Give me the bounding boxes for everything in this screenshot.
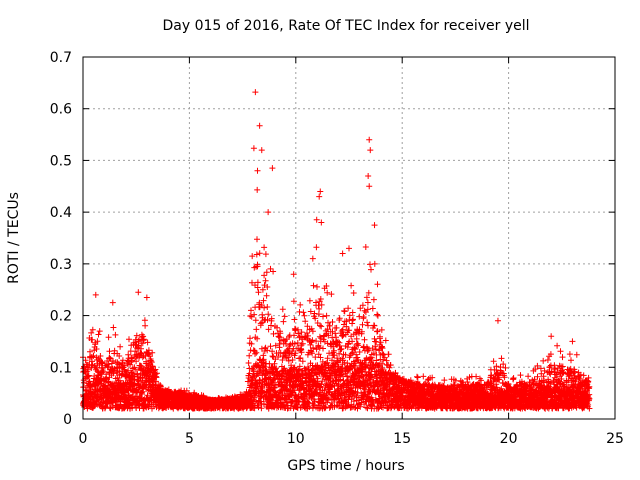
y-tick-label: 0.2 (50, 309, 72, 325)
roti-point (317, 188, 324, 195)
y-tick-label: 0.5 (50, 153, 72, 169)
roti-scatter-points (80, 145, 593, 412)
plot-frame (82, 56, 616, 420)
roti-point (366, 183, 373, 190)
roti-point (367, 147, 374, 154)
y-tick-label: 0 (63, 412, 72, 428)
roti-point (290, 271, 297, 278)
roti-point (316, 193, 323, 200)
x-tick-label: 15 (393, 431, 411, 447)
roti-point (309, 255, 316, 262)
roti-point (256, 122, 263, 129)
roti-point (258, 147, 265, 154)
roti-point (109, 299, 116, 306)
x-axis-label: GPS time / hours (287, 458, 404, 474)
x-tick-label: 0 (79, 431, 88, 447)
roti-point (92, 291, 99, 298)
roti-point (143, 294, 150, 301)
roti-point (494, 317, 501, 324)
roti-point (365, 172, 372, 179)
data-points (80, 89, 593, 412)
roti-point (135, 289, 142, 296)
x-tick-label: 5 (185, 431, 194, 447)
roti-point (252, 89, 259, 96)
roti-point (371, 222, 378, 229)
roti-point (339, 250, 346, 257)
roti-point (548, 333, 555, 340)
chart-title: Day 015 of 2016, Rate Of TEC Index for r… (162, 18, 529, 34)
x-tick-label: 25 (606, 431, 624, 447)
y-tick-label: 0.4 (50, 205, 72, 221)
roti-point (254, 167, 261, 174)
roti-point (346, 245, 352, 252)
roti-point (318, 219, 325, 226)
y-tick-label: 0.6 (50, 102, 72, 118)
x-tick-label: 20 (500, 431, 518, 447)
y-tick-label: 0.3 (50, 257, 72, 273)
y-tick-label: 0.1 (50, 360, 72, 376)
y-axis-label: ROTI / TECUs (6, 192, 22, 284)
roti-point (366, 136, 373, 143)
roti-point (569, 338, 576, 345)
y-tick-label: 0.7 (50, 50, 72, 66)
axis-ticks: 0 0.1 0.2 0.3 0.4 0.5 0.6 0.7 0 5 10 15 20 25 (50, 50, 624, 447)
roti-point (265, 209, 272, 216)
x-tick-label: 10 (287, 431, 305, 447)
grid-lines (83, 57, 615, 419)
roti-point (269, 165, 276, 172)
